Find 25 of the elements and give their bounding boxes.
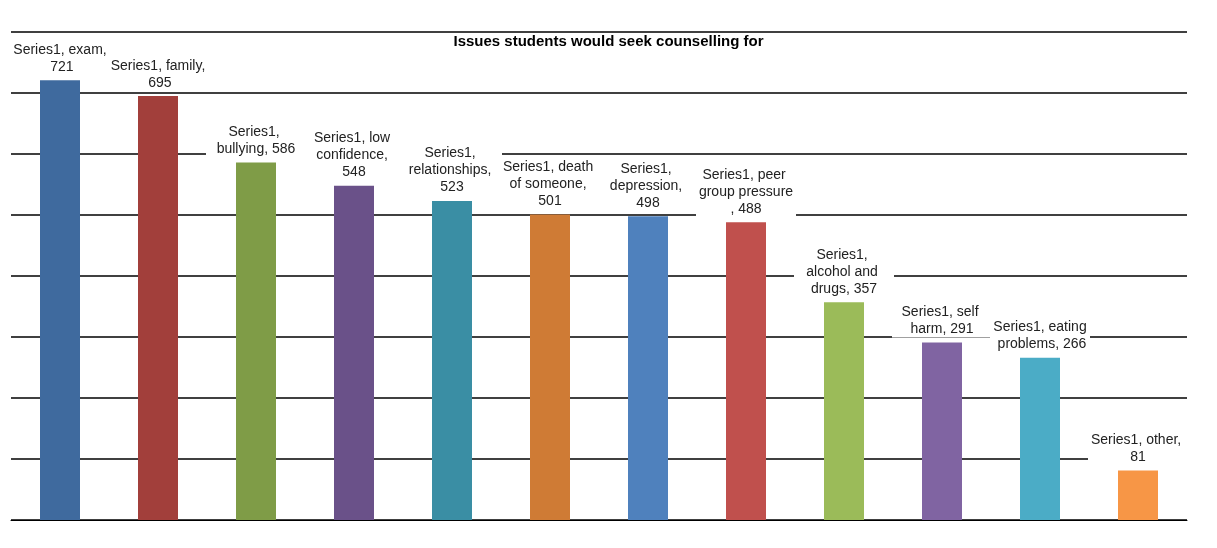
data-label: Series1, alcohol and drugs, 357 <box>806 245 882 296</box>
bar <box>726 222 766 520</box>
bar <box>530 214 570 520</box>
data-label: Series1, self harm, 291 <box>901 302 983 336</box>
bar <box>824 302 864 520</box>
data-label: Series1, family, 695 <box>110 56 206 90</box>
bar <box>432 200 472 520</box>
data-label: Series1, peer group pressure, 488 <box>698 165 794 216</box>
data-label: Series1, depression, 498 <box>609 159 687 210</box>
data-label: Series1, low confidence, 548 <box>313 129 395 180</box>
bar <box>138 96 178 520</box>
bar <box>1118 470 1158 520</box>
data-label: Series1, death of someone, 501 <box>502 157 598 208</box>
data-label: Series1, exam, 721 <box>13 40 107 74</box>
bar <box>628 216 668 520</box>
data-label: Series1, other, 81 <box>1090 431 1186 465</box>
data-label: Series1, bullying, 586 <box>216 123 296 157</box>
bar <box>922 342 962 520</box>
data-label: Series1, relationships, 523 <box>408 144 496 195</box>
chart-title: Issues students would seek counselling for <box>453 32 764 49</box>
bar <box>1020 357 1060 520</box>
data-label: Series1, eating problems, 266 <box>993 318 1087 352</box>
bar <box>334 185 374 520</box>
bar <box>40 80 80 520</box>
bar <box>236 162 276 520</box>
